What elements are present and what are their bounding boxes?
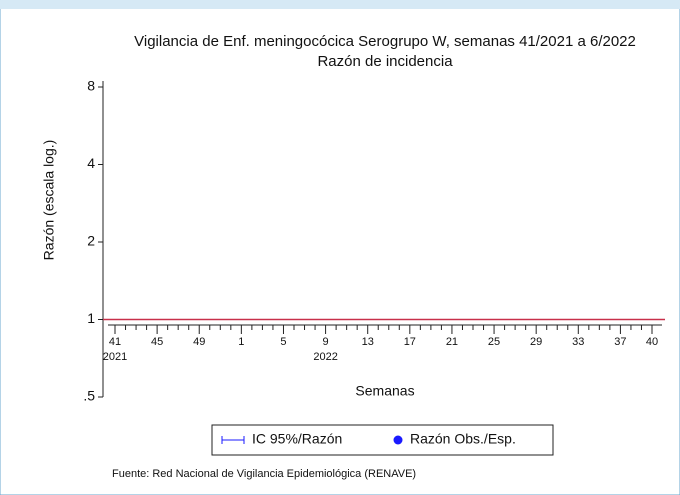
source-note: Fuente: Red Nacional de Vigilancia Epide… — [112, 468, 416, 480]
x-year-label: 2022 — [313, 351, 337, 363]
y-tick-label: 4 — [87, 155, 95, 171]
x-tick-label: 49 — [193, 336, 205, 348]
x-tick-label: 9 — [323, 336, 329, 348]
x-tick-label: 21 — [446, 336, 458, 348]
x-tick-label: 33 — [572, 336, 584, 348]
x-tick-label: 13 — [362, 336, 374, 348]
y-tick-label: 1 — [87, 310, 95, 326]
x-tick-label: 45 — [151, 336, 163, 348]
legend-label: Razón Obs./Esp. — [410, 431, 516, 447]
x-tick-label: 40 — [646, 336, 658, 348]
x-tick-label: 29 — [530, 336, 542, 348]
y-axis-label: Razón (escala log.) — [41, 140, 57, 261]
y-tick-label: 2 — [87, 233, 95, 249]
x-tick-label: 25 — [488, 336, 500, 348]
x-tick-label: 41 — [109, 336, 121, 348]
legend-label: IC 95%/Razón — [252, 431, 342, 447]
x-tick-label: 1 — [238, 336, 244, 348]
x-year-label: 2021 — [103, 351, 127, 363]
x-tick-label: 17 — [404, 336, 416, 348]
chart-subtitle: Razón de incidencia — [317, 53, 453, 70]
chart-title: Vigilancia de Enf. meningocócica Serogru… — [134, 33, 636, 50]
y-tick-label: 8 — [87, 78, 95, 94]
x-axis-label: Semanas — [355, 383, 414, 399]
legend-symbol — [393, 435, 403, 445]
legend — [211, 424, 554, 456]
top-bar — [0, 0, 680, 9]
x-tick-label: 5 — [280, 336, 286, 348]
y-tick-label: .5 — [83, 388, 95, 404]
x-tick-label: 37 — [614, 336, 626, 348]
